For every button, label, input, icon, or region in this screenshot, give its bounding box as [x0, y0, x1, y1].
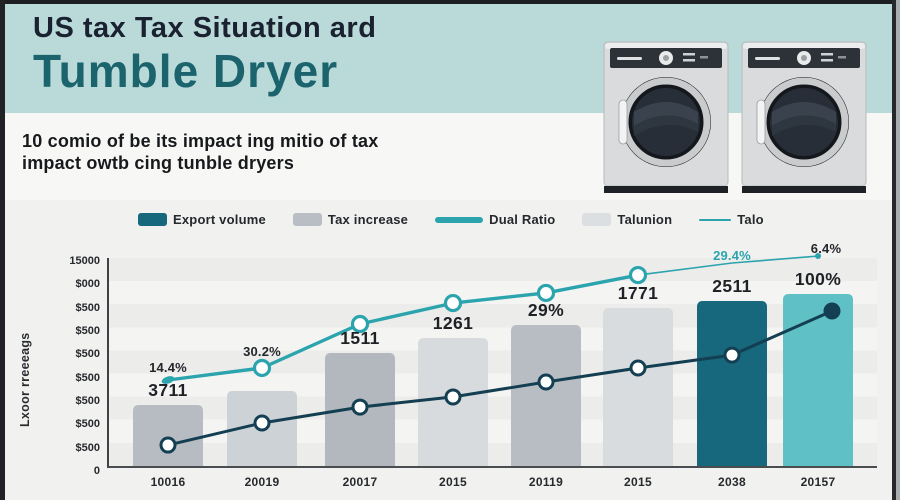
legend-swatch — [138, 213, 167, 226]
annotation: 29.4% — [713, 247, 751, 263]
y-tick-label: $500 — [75, 371, 100, 384]
legend-swatch — [292, 213, 322, 226]
legend-item-label: Export volume — [173, 212, 266, 227]
bar — [511, 324, 581, 466]
legend: Export volume Tax increase Dual Ratio Talun… — [138, 212, 764, 227]
bar-value-label: 1771 — [617, 283, 659, 304]
bar-value-label: 100% — [794, 269, 842, 290]
y-tick-label: 15000 — [69, 255, 100, 267]
tumble-dryer-icon — [603, 41, 729, 193]
legend-item-label: Talo — [737, 212, 764, 227]
bar — [418, 338, 488, 466]
subtitle-line-1: 10 comio of be its impact ing mitio of t… — [22, 131, 379, 151]
x-tick-label: 20019 — [244, 475, 280, 489]
annotation: 14.4% — [149, 360, 187, 376]
bar — [783, 294, 853, 466]
bar — [133, 404, 203, 466]
legend-item-label: Tax increase — [327, 212, 409, 227]
bar — [697, 300, 767, 466]
x-tick-label: 2038 — [718, 475, 746, 489]
annotation: 30.2% — [243, 343, 281, 359]
x-tick-label: 20119 — [528, 475, 564, 489]
subtitle: 10 comio of be its impact ing mitio of t… — [22, 130, 602, 174]
title-line-1: US tax Tax Situation ard — [33, 12, 377, 44]
y-tick-label: $500 — [75, 301, 100, 314]
y-axis-title: Lxoor rreeeags — [18, 332, 32, 428]
tumble-dryer-icon — [741, 41, 867, 193]
frame-right-edge — [896, 0, 900, 500]
subtitle-line-2: impact owtb cing tunble dryers — [22, 153, 295, 173]
bar-value-label: 3711 — [148, 379, 188, 400]
legend-item: Talo — [699, 212, 764, 227]
frame-top-border — [0, 0, 896, 4]
bar — [603, 308, 673, 466]
page-title: US tax Tax Situation ard Tumble Dryer — [33, 12, 376, 96]
bar — [325, 352, 395, 466]
bar — [227, 391, 297, 466]
y-tick-label: $500 — [75, 441, 100, 454]
title-line-2: Tumble Dryer — [33, 45, 339, 97]
x-tick-label: 10016 — [150, 475, 186, 489]
annotation: 6.4% — [810, 241, 842, 257]
x-tick-label: 2015 — [624, 475, 652, 489]
x-tick-label: 20157 — [800, 475, 836, 489]
bar-value-label: 1261 — [432, 313, 474, 333]
frame-left-border — [0, 0, 5, 500]
legend-item: Talunion — [582, 212, 672, 227]
legend-item: Tax increase — [292, 212, 409, 227]
x-tick-label: 20017 — [342, 475, 378, 489]
legend-swatch — [699, 218, 732, 221]
legend-swatch — [582, 213, 612, 226]
bar-value-label: 29% — [527, 299, 565, 320]
y-tick-label: 0 — [93, 464, 100, 477]
legend-item: Export volume — [138, 212, 266, 227]
y-tick-label: $000 — [75, 278, 100, 291]
y-tick-label: $500 — [75, 418, 100, 431]
legend-item-label: Talunion — [617, 212, 673, 227]
legend-swatch — [435, 216, 484, 223]
frame-right-border — [892, 0, 896, 500]
legend-item-label: Dual Ratio — [489, 212, 556, 227]
bar-value-label: 1511 — [340, 327, 380, 348]
legend-item: Dual Ratio — [435, 212, 555, 227]
bar-value-label: 2511 — [712, 275, 752, 296]
y-tick-label: $500 — [75, 394, 100, 407]
y-tick-label: $500 — [75, 348, 100, 361]
y-tick-label: $500 — [75, 324, 100, 337]
x-tick-label: 2015 — [439, 475, 467, 489]
